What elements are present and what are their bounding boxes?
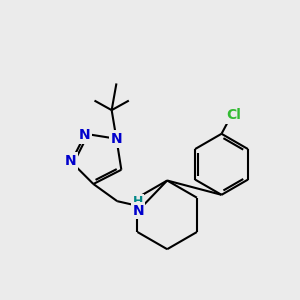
Text: N: N [64, 154, 76, 168]
Text: N: N [111, 132, 122, 146]
Text: N: N [132, 204, 144, 218]
Text: N: N [79, 128, 90, 142]
Text: Cl: Cl [226, 108, 242, 122]
Text: H: H [133, 195, 143, 208]
